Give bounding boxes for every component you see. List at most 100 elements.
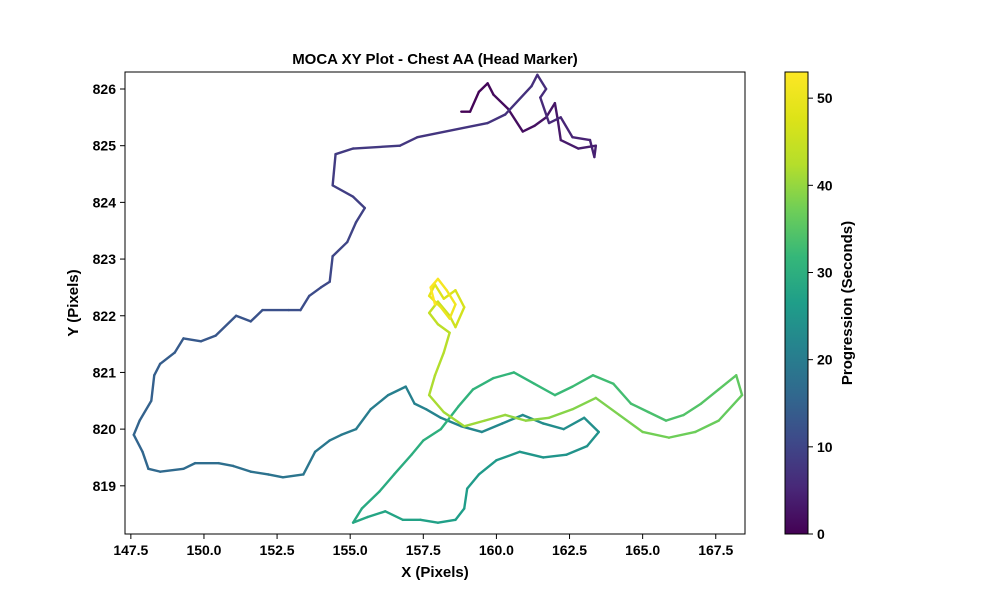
trajectory-segment [429,277,440,289]
trajectory-segment [319,280,331,289]
trajectory-segment [351,515,369,524]
trajectory-segment [369,393,390,411]
y-tick-label: 819 [93,478,117,494]
trajectory-segment [299,294,311,312]
trajectory-segment [419,518,440,524]
y-tick-label: 824 [93,194,117,210]
y-tick-label: 821 [93,364,117,380]
trajectory-segment [199,334,217,343]
y-axis-label: Y (Pixels) [65,269,82,336]
trajectory-segment [559,138,580,150]
trajectory-segment [354,206,367,224]
trajectory-segment [442,410,466,428]
trajectory-segment [439,306,451,320]
trajectory-segment [477,459,498,476]
trajectory-segment [544,101,557,119]
y-tick-label: 826 [93,81,117,97]
trajectory-segment [448,303,457,320]
trajectory-segment [629,402,650,414]
trajectory-segment [503,84,533,116]
colorbar-tick-label: 0 [817,526,825,542]
trajectory-segment [533,382,557,397]
trajectory-line [132,73,744,524]
trajectory-segment [378,473,396,493]
trajectory-segment [436,518,457,524]
trajectory-segment [503,413,527,422]
trajectory-segment [559,116,574,139]
x-tick-label: 150.0 [186,542,221,558]
trajectory-segment [308,286,323,298]
trajectory-segment [571,396,598,411]
trajectory-segment [486,82,495,96]
trajectory-segment [392,453,413,476]
x-tick-label: 152.5 [260,542,295,558]
trajectory-segment [480,422,504,434]
trajectory-segment [354,408,372,431]
trajectory-segment [457,388,475,408]
trajectory-segment [539,96,551,125]
trajectory-segment [439,405,460,431]
x-axis-label: X (Pixels) [401,564,469,581]
trajectory-segment [492,93,510,111]
trajectory-segment [454,306,466,329]
trajectory-segment [351,195,367,210]
trajectory-segment [582,416,600,434]
trajectory-segment [547,408,574,419]
trajectory-segment [694,419,720,434]
trajectory-segment [436,323,451,334]
trajectory-segment [533,116,548,128]
trajectory-segment [217,461,235,468]
x-tick-label: 160.0 [479,542,514,558]
trajectory-segment [132,433,144,454]
x-tick-label: 155.0 [333,542,368,558]
trajectory-segment [281,473,305,479]
trajectory-segment [530,73,539,88]
y-tick-label: 822 [93,308,117,324]
trajectory-segment [360,490,381,510]
trajectory-segment [328,433,343,442]
chart-title: MOCA XY Plot - Chest AA (Head Marker) [292,51,578,68]
trajectory-segment [521,124,536,133]
trajectory-segment [214,314,238,337]
trajectory-segment [699,388,720,405]
trajectory-segment [542,453,568,459]
trajectory-segment [439,416,463,428]
trajectory-segment [667,430,697,439]
trajectory-segment [565,444,589,456]
trajectory-segment [612,382,633,405]
trajectory-segment [366,510,387,519]
trajectory-segment [410,439,425,456]
colorbar-label: Progression (Seconds) [839,221,856,385]
y-tick-label: 820 [93,421,117,437]
trajectory-segment [436,277,448,292]
trajectory-segment [463,419,486,428]
x-tick-label: 157.5 [406,542,441,558]
trajectory-segment [340,427,358,436]
trajectory-segment [506,107,524,133]
trajectory-segment [313,439,331,454]
y-axis: 819 820 821 822 823 824 825 826 [93,81,125,494]
trajectory-segment [647,410,668,422]
trajectory-segment [501,413,524,425]
trajectory-segment [556,118,562,142]
trajectory-segment [351,507,364,524]
trajectory-segment [571,135,592,142]
trajectory-segment [413,402,428,411]
x-tick-label: 165.0 [625,542,660,558]
trajectory-segment [445,289,457,306]
y-tick-label: 823 [93,251,117,267]
trajectory-segment [463,487,469,510]
trajectory-segment [717,393,744,422]
trajectory-segment [398,135,419,147]
trajectory-segment [454,507,466,522]
trajectory-segment [427,374,437,397]
trajectory-segment [553,385,574,397]
trajectory-segment [471,376,495,391]
trajectory-segment [454,289,466,309]
trajectory-segment [182,461,197,471]
trajectory-segment [302,450,317,476]
trajectory-segment [422,427,443,442]
trajectory-segment [486,113,507,125]
x-tick-label: 167.5 [698,542,733,558]
